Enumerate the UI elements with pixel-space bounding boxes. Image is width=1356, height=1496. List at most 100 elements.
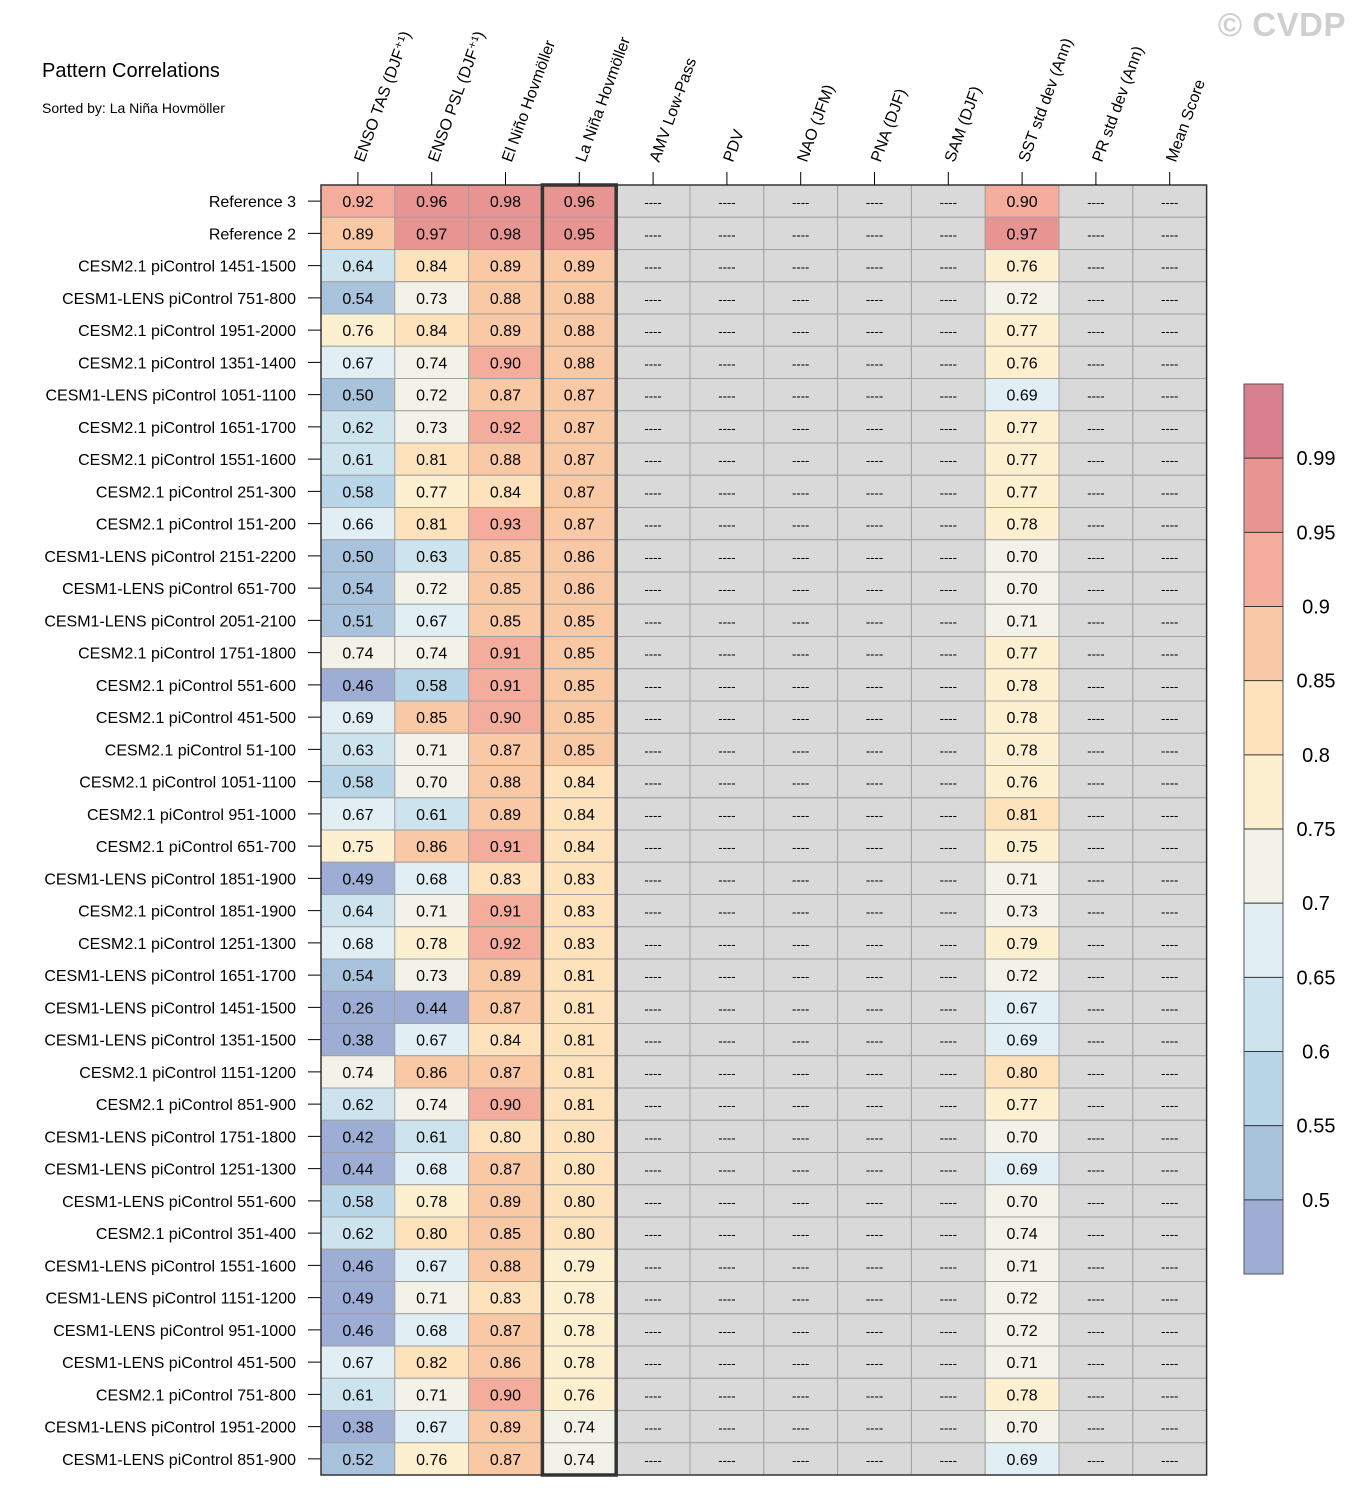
cell-value: ---- [792,872,809,887]
cell-value: 0.88 [490,775,521,792]
cell-value: 0.80 [564,1194,595,1211]
colorbar-segment [1244,458,1283,533]
heatmap-cell [910,1119,986,1153]
heatmap-cell [910,216,986,250]
cell-value: ---- [718,808,735,823]
cell-value: 0.61 [416,1129,447,1146]
cell-value: 0.68 [416,871,447,888]
heatmap-cell [1132,571,1208,605]
column-header: NAO (JFM) [794,83,838,165]
cell-value: ---- [1087,1130,1104,1145]
cell-value: ---- [718,421,735,436]
cell-value: ---- [940,1195,957,1210]
column-header: PR std dev (Ann) [1090,44,1148,164]
colorbar-segment [1244,1199,1283,1274]
heatmap-cell [394,1216,470,1250]
heatmap-cell [689,313,765,347]
cell-value: ---- [1161,550,1178,565]
heatmap-cell [1058,216,1134,250]
column-header: ENSO TAS (DJF⁺¹) [352,29,415,164]
cell-value: ---- [792,647,809,662]
cell-value: 0.76 [1007,355,1038,372]
cell-value: ---- [792,937,809,952]
cell-value: ---- [1161,324,1178,339]
cell-value: 0.46 [342,678,373,695]
heatmap-cell [394,1055,470,1089]
cell-value: 0.88 [564,291,595,308]
cell-value: 0.75 [342,839,373,856]
heatmap-cell [468,571,543,605]
heatmap-cell [468,1023,543,1057]
heatmap-cell [984,539,1060,573]
row-label: CESM2.1 piControl 551-600 [96,678,296,695]
heatmap-cell [910,732,986,766]
cell-value: ---- [866,1292,883,1307]
cell-value: ---- [718,195,735,210]
cell-value: 0.85 [490,1226,521,1243]
cell-value: 0.93 [490,517,521,534]
cell-value: 0.76 [1007,775,1038,792]
heatmap-cell [689,958,765,992]
cell-value: ---- [644,582,661,597]
heatmap-cell [763,281,839,315]
heatmap-cell [1132,1313,1208,1347]
heatmap-cell [984,1410,1060,1444]
cell-value: ---- [792,1001,809,1016]
cell-value: 0.87 [564,388,595,405]
heatmap-cell [910,571,986,605]
cell-value: ---- [1161,1195,1178,1210]
cell-value: 0.89 [490,968,521,985]
column-header: La Niña Hovmöller [573,34,634,164]
cell-value: ---- [644,1356,661,1371]
row-label: CESM1-LENS piControl 1151-1200 [46,1291,297,1308]
cell-value: 0.78 [416,1194,447,1211]
heatmap-cell [984,216,1060,250]
heatmap-cell [763,603,839,637]
colorbar-segment [1244,1125,1283,1200]
heatmap-cell [689,249,765,283]
cell-value: ---- [1161,195,1178,210]
heatmap-cell [615,797,691,831]
heatmap-cell [837,345,912,379]
cell-value: ---- [866,614,883,629]
cell-value: 0.86 [490,1355,521,1372]
cell-value: 0.63 [416,549,447,566]
heatmap-cell [468,829,543,863]
heatmap-cell [1132,732,1208,766]
heatmap-cells: 0.92 0.96 0.98 0.96 ---- ---- ---- ---- ---- 0.90… [320,184,1208,1476]
cell-value: ---- [644,1195,661,1210]
cell-value: ---- [644,324,661,339]
cell-value: 0.86 [564,581,595,598]
cell-value: ---- [644,1098,661,1113]
cell-value: 0.85 [490,613,521,630]
heatmap-cell [837,797,912,831]
cell-value: ---- [1161,711,1178,726]
cell-value: 0.73 [1007,904,1038,921]
heatmap-cell [615,668,691,702]
heatmap-cell [1132,1281,1208,1315]
cell-value: ---- [1161,485,1178,500]
cell-value: ---- [866,324,883,339]
cell-value: ---- [644,227,661,242]
row-label: CESM1-LENS piControl 1851-1900 [44,871,296,888]
cell-value: ---- [718,647,735,662]
cell-value: ---- [792,1421,809,1436]
cell-value: 0.75 [1007,839,1038,856]
cell-value: ---- [1087,485,1104,500]
cell-value: 0.72 [1007,1291,1038,1308]
cell-value: ---- [1161,614,1178,629]
heatmap-cell [320,1345,396,1379]
cell-value: ---- [718,518,735,533]
cell-value: ---- [866,485,883,500]
cell-value: 0.92 [490,420,521,437]
heatmap-cell [541,1023,617,1057]
cell-value: 0.78 [416,936,447,953]
cell-value: 0.70 [1007,1420,1038,1437]
heatmap-cell [689,1248,765,1282]
cell-value: 0.87 [490,1323,521,1340]
cell-value: 0.67 [1007,1000,1038,1017]
cell-value: ---- [718,743,735,758]
cell-value: 0.83 [564,936,595,953]
cell-value: 0.51 [342,613,373,630]
cell-value: ---- [644,1453,661,1468]
